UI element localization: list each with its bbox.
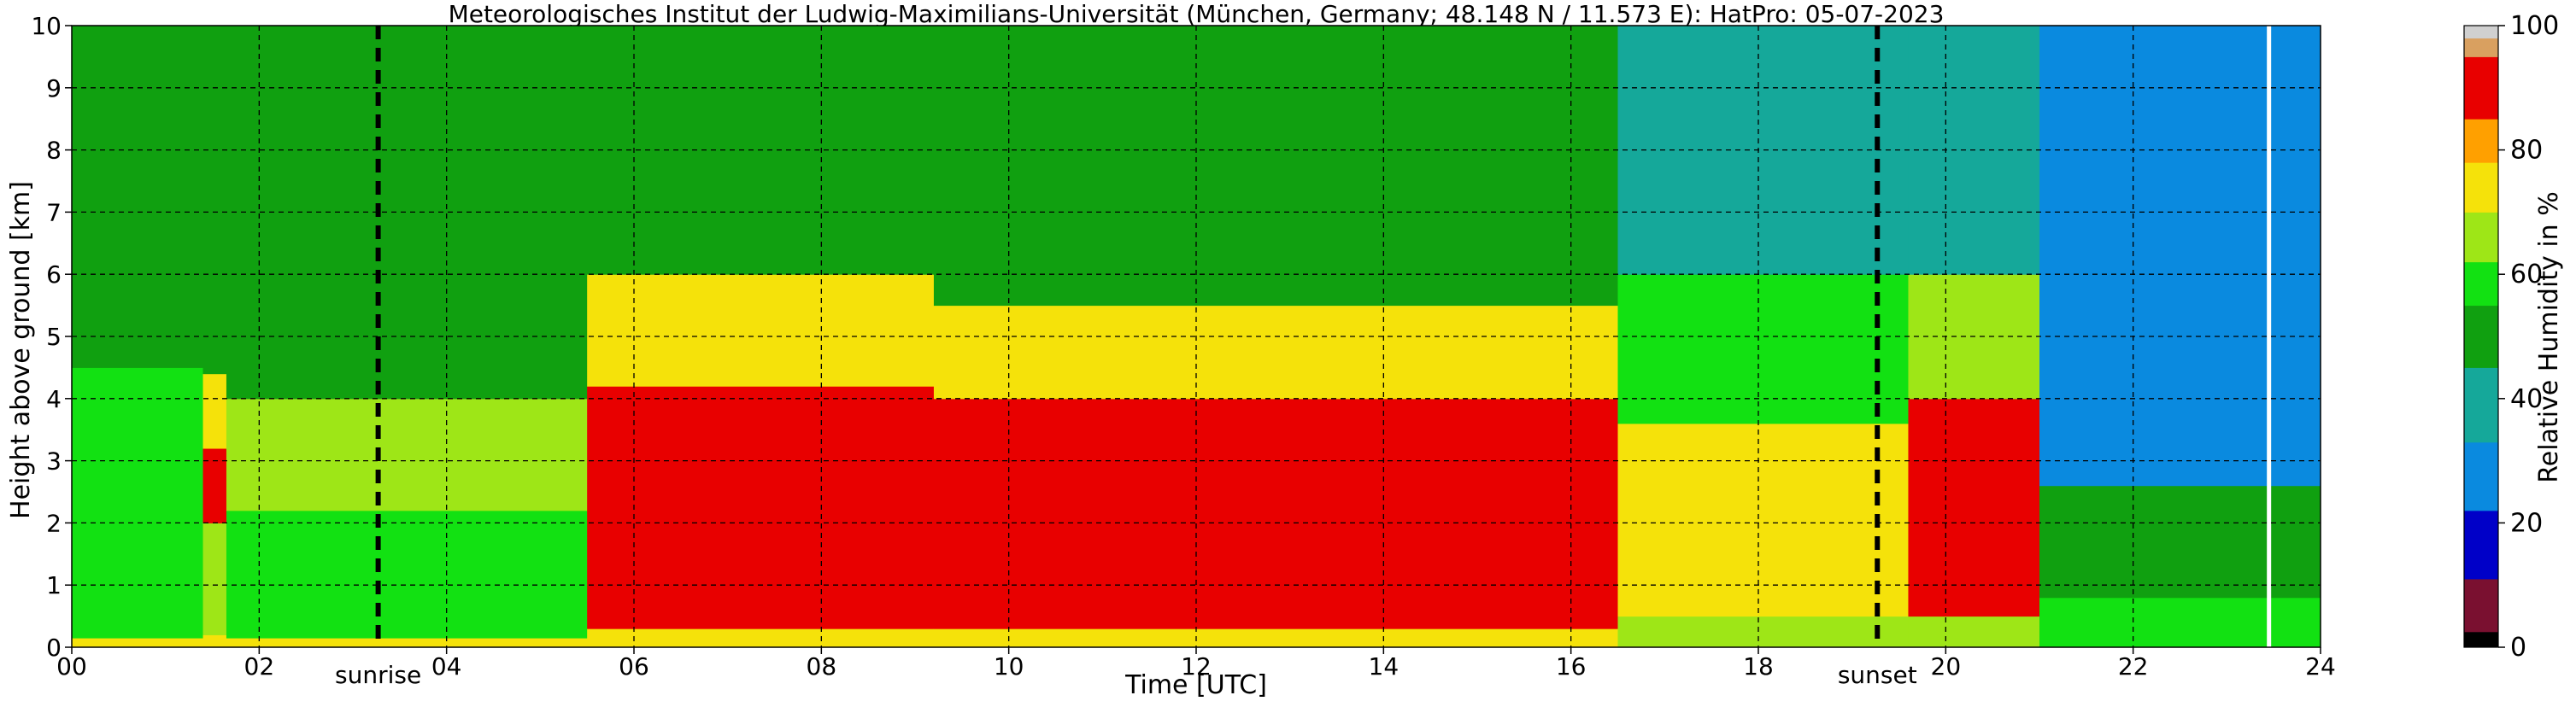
heatmap-cell [226, 398, 588, 511]
x-tick-label: 16 [1556, 652, 1587, 681]
colorbar-tick-label: 80 [2510, 136, 2543, 166]
colorbar-band [2464, 305, 2498, 368]
colorbar-tick-label: 60 [2510, 260, 2543, 289]
heatmap-cell [72, 367, 204, 639]
y-tick-label: 3 [46, 447, 62, 476]
chart-title: Meteorologisches Institut der Ludwig-Max… [449, 0, 1945, 28]
colorbar-band [2464, 367, 2498, 443]
heatmap-cell [226, 510, 588, 639]
heatmap-cell [202, 26, 227, 375]
heatmap-cell [587, 274, 935, 387]
y-tick-label: 10 [31, 12, 62, 40]
colorbar-label: Relative Humidity in % [2534, 191, 2564, 482]
y-tick-label: 5 [46, 323, 62, 351]
colorbar-band [2464, 441, 2498, 511]
x-tick-label: 10 [994, 652, 1024, 681]
y-tick-label: 1 [46, 571, 62, 599]
x-tick-label: 04 [431, 652, 462, 681]
colorbar-frame [2463, 25, 2499, 648]
colorbar-band [2464, 261, 2498, 307]
y-tick-label: 6 [46, 260, 62, 289]
heatmap-cell [587, 386, 935, 629]
y-tick-label: 7 [46, 198, 62, 226]
x-tick-label: 12 [1181, 652, 1212, 681]
heatmap-cell [202, 523, 227, 635]
x-tick-label: 18 [1743, 652, 1774, 681]
heatmap-cell [933, 398, 1618, 629]
y-axis-label: Height above ground [km] [6, 181, 36, 519]
heatmap-cell [2039, 26, 2321, 487]
x-tick-label: 00 [56, 652, 87, 681]
y-tick-label: 8 [46, 137, 62, 165]
x-tick-label: 08 [807, 652, 837, 681]
heatmap-cell [1908, 398, 2040, 617]
x-tick-label: 02 [244, 652, 275, 681]
colorbar: 0 20 40 60 80 100 [2463, 11, 2559, 663]
x-axis-label: Time [UTC] [1124, 670, 1267, 700]
heatmap-cell [933, 305, 1618, 400]
colorbar-tick-label: 40 [2510, 384, 2543, 414]
colorbar-band [2464, 38, 2498, 57]
y-tick-label: 4 [46, 385, 62, 413]
y-tick-label: 0 [46, 634, 62, 662]
heatmap-cell [2039, 597, 2321, 648]
colorbar-band [2464, 631, 2498, 648]
x-tick-label: 20 [1931, 652, 1962, 681]
heatmap-cell [202, 373, 227, 449]
y-tick-label: 9 [46, 74, 62, 102]
heatmap-cell [202, 634, 227, 648]
colorbar-tick-label: 0 [2510, 633, 2526, 663]
colorbar-band [2464, 56, 2498, 120]
colorbar-band [2464, 510, 2498, 580]
colorbar-band [2464, 119, 2498, 163]
heatmap-cell [933, 26, 1618, 307]
colorbar-band [2464, 162, 2498, 213]
sunrise-label: sunrise [335, 661, 421, 689]
heatmap-cell [202, 448, 227, 523]
x-tick-label: 14 [1369, 652, 1399, 681]
colorbar-band [2464, 578, 2498, 633]
heatmap-cell [226, 638, 588, 648]
colorbar-tick-label: 20 [2510, 508, 2543, 538]
heatmap-cell [1617, 274, 1909, 424]
heatmap-cell [72, 638, 204, 648]
heatmap-cell [72, 26, 204, 368]
heatmap-cell [2039, 485, 2321, 599]
heatmap-cell [933, 628, 1618, 648]
heatmap-cell [1617, 423, 1909, 617]
x-tick-label: 24 [2305, 652, 2336, 681]
x-tick-label: 06 [619, 652, 649, 681]
x-tick-label: 22 [2118, 652, 2149, 681]
colorbar-band [2464, 212, 2498, 263]
sunset-label: sunset [1838, 661, 1917, 689]
y-tick-label: 2 [46, 509, 62, 537]
colorbar-band [2464, 26, 2498, 39]
heatmap-cell [587, 628, 935, 648]
colorbar-tick-label: 100 [2510, 11, 2559, 41]
heatmap-cell [1617, 616, 1909, 648]
heatmap-cell [1908, 616, 2040, 648]
